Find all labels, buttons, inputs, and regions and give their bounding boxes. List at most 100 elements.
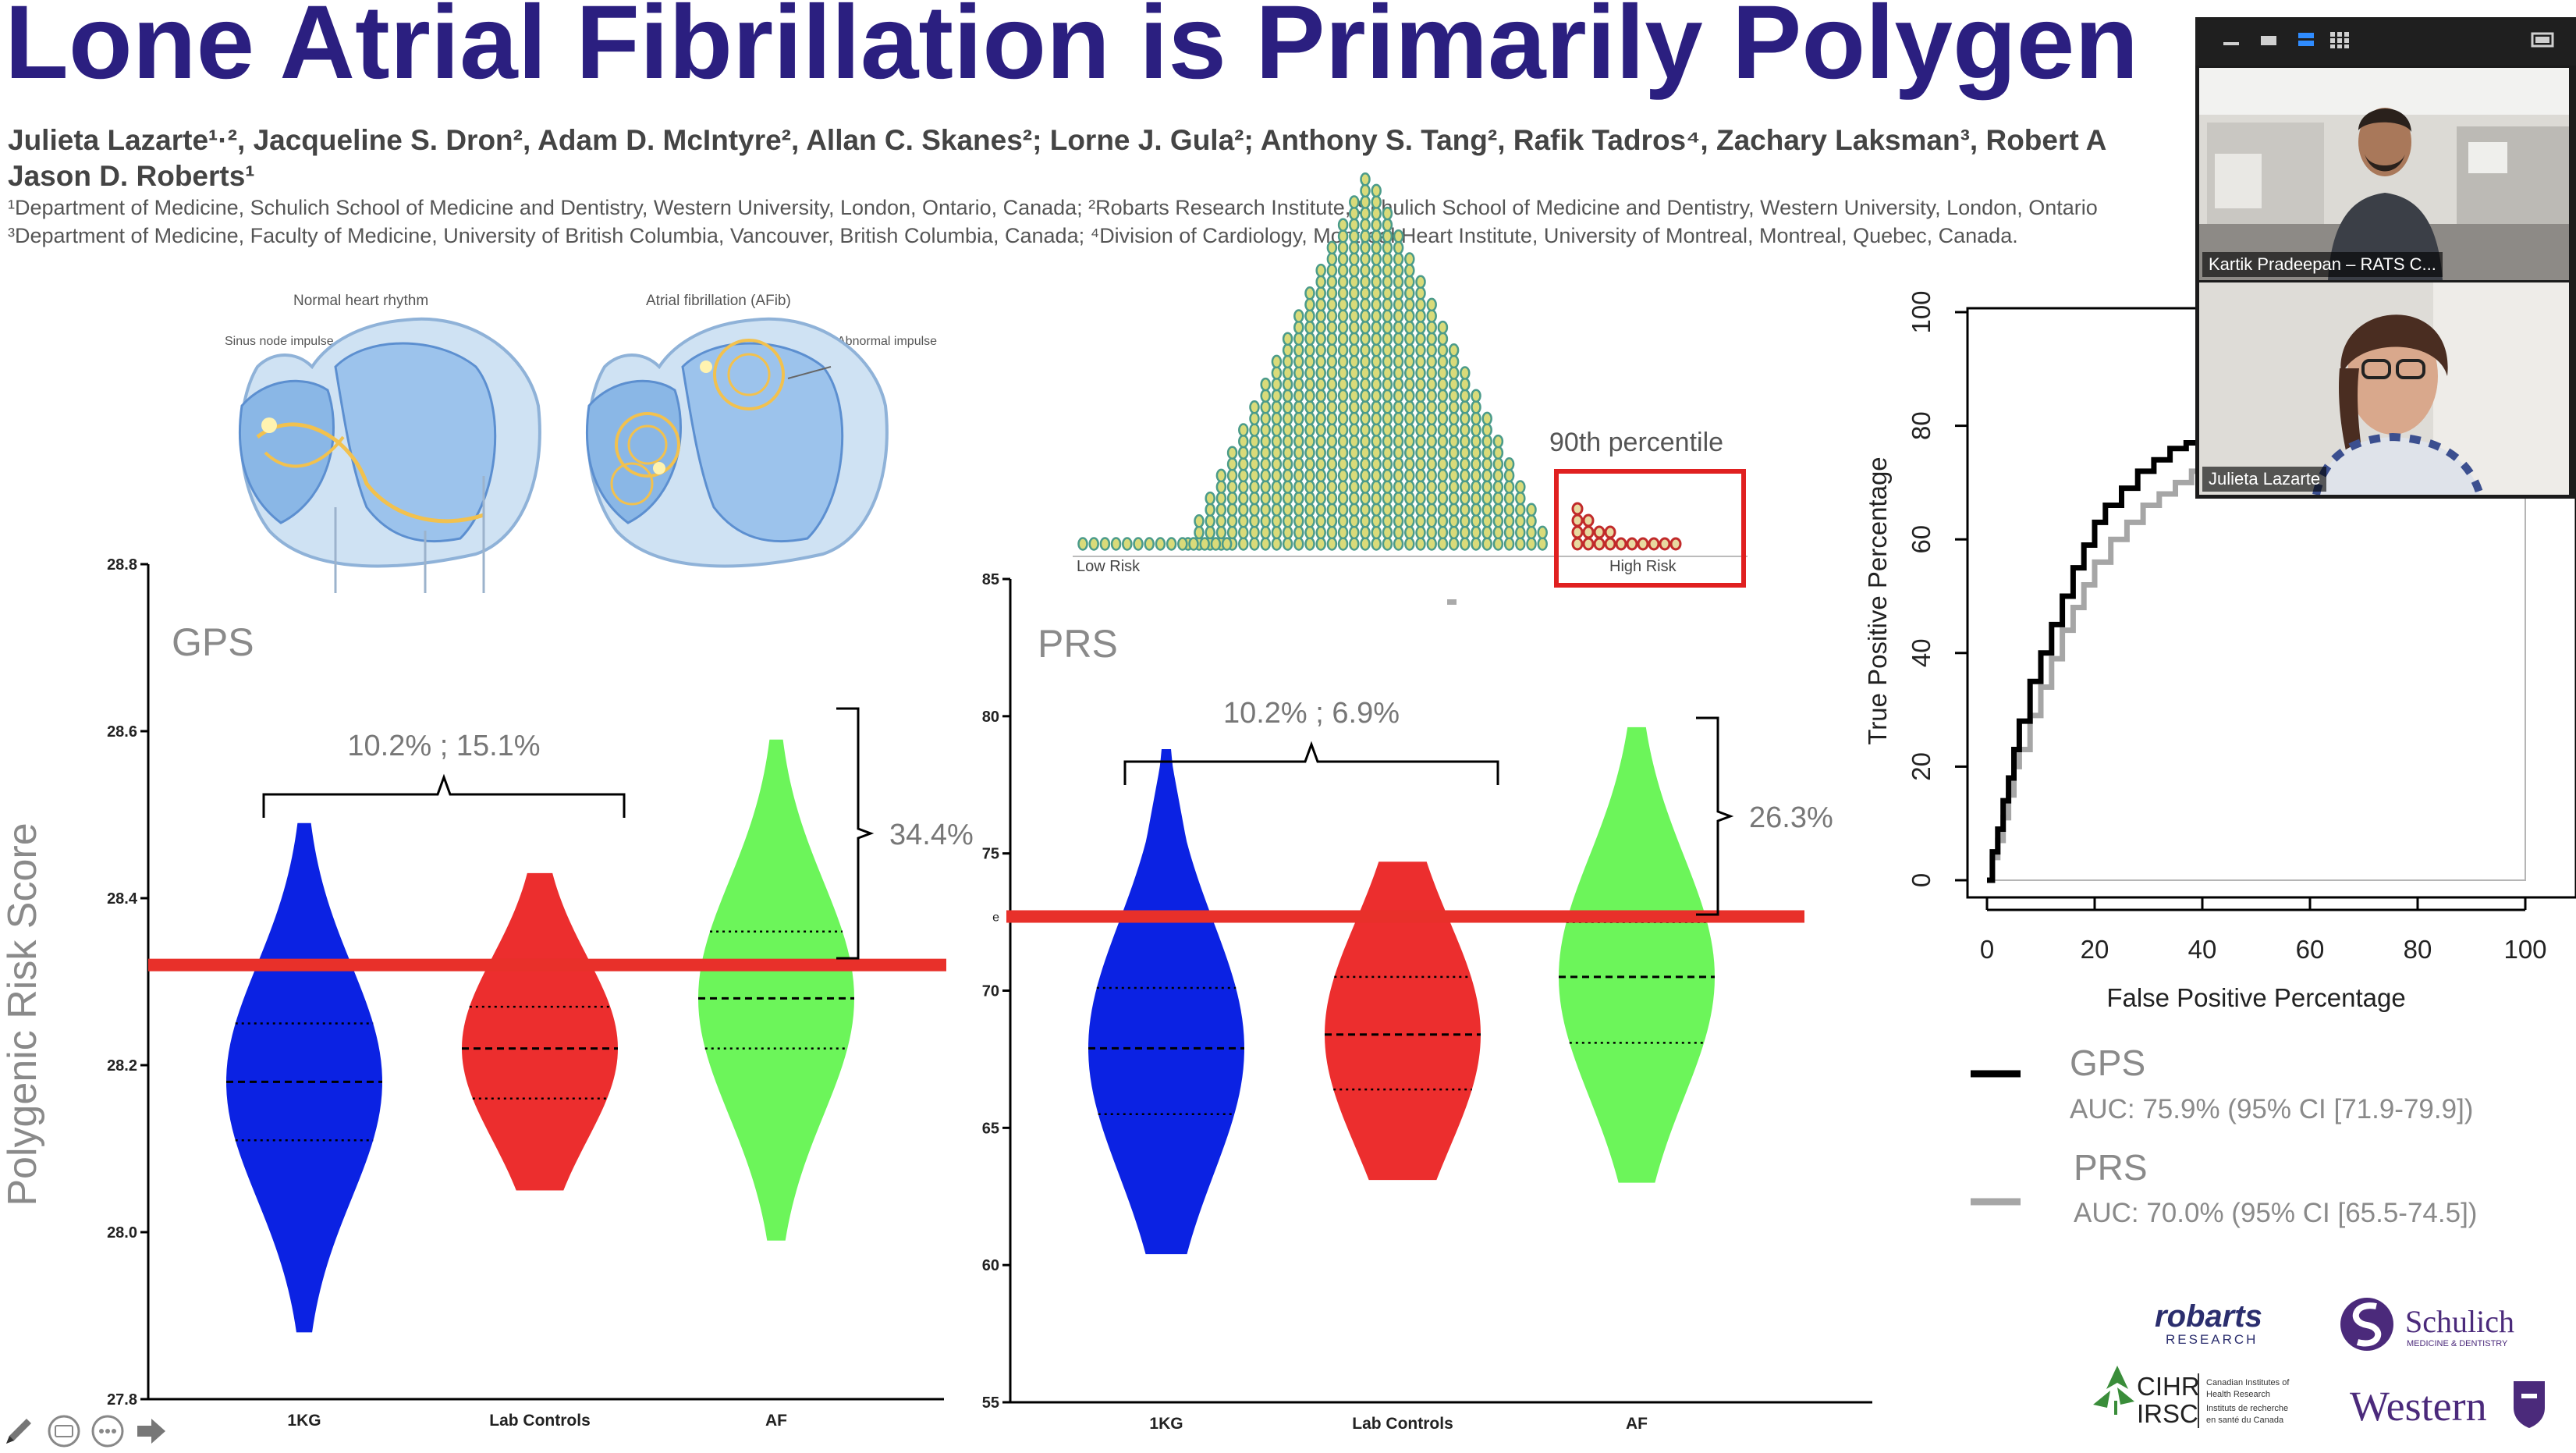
af-percent-label: 26.3%: [1749, 801, 1833, 834]
afib-heart-drawing: [586, 317, 889, 568]
low-risk-label: Low Risk: [1077, 558, 1141, 575]
x-tick-label: 60: [2296, 935, 2325, 964]
schulich-text: Schulich: [2405, 1304, 2514, 1339]
af-percent-label: 34.4%: [889, 819, 974, 851]
more-icon[interactable]: [89, 1412, 126, 1450]
participant-name-julieta: Julieta Lazarte: [2202, 467, 2327, 492]
participant-tile-kartik[interactable]: Kartik Pradeepan – RATS C...: [2199, 68, 2569, 280]
logo-cihr: CIHR IRSC Canadian Institutes of Health …: [2093, 1366, 2290, 1428]
slide-affiliation1: ¹Department of Medicine, Schulich School…: [8, 196, 2098, 219]
y-tick-label: 28.4: [107, 890, 138, 908]
fullscreen-icon[interactable]: [2531, 31, 2554, 48]
y-tick-label: 80: [1907, 411, 1936, 440]
y-tick-label: 65: [982, 1120, 999, 1137]
y-tick-label: 100: [1907, 290, 1936, 333]
gallery-controls: [2195, 17, 2576, 66]
y-tick-label: 60: [1907, 525, 1936, 554]
y-tick-label: 70: [982, 983, 999, 1000]
heart-label-normal: Normal heart rhythm: [293, 293, 428, 309]
x-tick-label: AF: [765, 1412, 787, 1430]
gallery-view-icon[interactable]: [2329, 31, 2350, 48]
y-tick-label: 80: [982, 709, 999, 726]
y-tick-label: 55: [982, 1394, 999, 1412]
speaker-view-icon[interactable]: [2297, 31, 2315, 48]
y-tick-label: 60: [982, 1257, 999, 1274]
western-text: Western: [2350, 1383, 2487, 1430]
single-view-icon[interactable]: [2259, 31, 2278, 48]
x-tick-label: Lab Controls: [1352, 1415, 1453, 1433]
prs-violin-chart: 55 60 65 70 75 80 85 PRS 1KG Lab Controls AF e 10.2%…: [982, 571, 1872, 1433]
violin-lab-controls: [1325, 861, 1481, 1181]
legend-gps-auc: AUC: 75.9% (95% CI [71.9-79.9]): [2070, 1094, 2473, 1124]
chart-title: GPS: [172, 620, 254, 664]
participant-tile-julieta[interactable]: Julieta Lazarte: [2199, 282, 2569, 495]
normal-heart-drawing: [239, 317, 541, 593]
x-tick-label: 80: [2404, 935, 2432, 964]
heart-label-afib: Atrial fibrillation (AFib): [646, 293, 791, 309]
y-tick-label: 40: [1907, 638, 1936, 667]
cihr-small4: en santé du Canada: [2206, 1416, 2284, 1425]
violin-1kg: [1088, 749, 1244, 1255]
y-tick-label: 28.6: [107, 723, 137, 741]
heart-label-sinus: Sinus node impulse: [225, 335, 334, 348]
robarts-text: robarts: [2155, 1299, 2262, 1334]
legend-prs-name: PRS: [2074, 1147, 2148, 1188]
risk-distribution-figure: Low Risk High Risk 90th percentile: [1073, 172, 1747, 605]
x-tick-label: Lab Controls: [489, 1412, 591, 1430]
next-arrow-icon[interactable]: [133, 1412, 170, 1450]
minimize-icon[interactable]: [2222, 31, 2241, 48]
heart-label-abnormal: Abnormal impulse: [837, 335, 937, 348]
slide-authors-line1: Julieta Lazarte¹·², Jacqueline S. Dron²,…: [8, 124, 2106, 156]
slide-affiliation2: ³Department of Medicine, Faculty of Medi…: [8, 224, 2018, 247]
annotation-toolbar: [0, 1412, 187, 1451]
cihr-small3: Instituts de recherche: [2206, 1404, 2288, 1413]
threshold-tick-label: e: [992, 911, 999, 925]
high-risk-box: [1554, 469, 1746, 588]
y-tick-label: 20: [1907, 752, 1936, 781]
y-tick-label: 85: [982, 571, 999, 588]
pen-icon[interactable]: [0, 1412, 37, 1450]
schulich-sub: MEDICINE & DENTISTRY: [2407, 1339, 2508, 1348]
x-tick-label: 40: [2188, 935, 2217, 964]
logo-western: Western: [2350, 1381, 2545, 1430]
heart-illustration: Normal heart rhythm Atrial fibrillation …: [225, 293, 937, 593]
x-tick-label: 1KG: [287, 1412, 321, 1430]
irsc-text: IRSC: [2137, 1399, 2198, 1428]
legend-prs-auc: AUC: 70.0% (95% CI [65.5-74.5]): [2074, 1198, 2477, 1228]
participant-video-julieta: [2199, 282, 2569, 495]
video-gallery: Kartik Pradeepan – RATS C... Julieta Laz…: [2195, 17, 2576, 499]
roc-series-gps: [1987, 437, 2205, 883]
violin-1kg: [226, 822, 382, 1333]
x-tick-label: AF: [1626, 1415, 1648, 1433]
slide-title: Lone Atrial Fibrillation is Primarily Po…: [5, 0, 2138, 101]
slide-authors-line2: Jason D. Roberts¹: [8, 160, 255, 192]
caption-icon[interactable]: [45, 1412, 83, 1450]
comparison-bracket: [1123, 741, 1499, 785]
y-tick-label: 28.0: [107, 1224, 137, 1242]
y-tick-label: 27.8: [107, 1391, 137, 1409]
roc-legend: GPS AUC: 75.9% (95% CI [71.9-79.9]) PRS …: [1971, 1043, 2477, 1228]
percentile-label: 90th percentile: [1549, 428, 1723, 457]
y-tick-label: 28.2: [107, 1057, 137, 1075]
logo-robarts: robarts RESEARCH: [2155, 1299, 2262, 1347]
x-tick-label: 1KG: [1149, 1415, 1183, 1433]
roc-series-chance: [1987, 312, 2526, 881]
y-axis-label: Polygenic Risk Score: [0, 822, 45, 1206]
logo-schulich: Schulich MEDICINE & DENTISTRY: [2340, 1298, 2514, 1351]
roc-series-prs: [1987, 465, 2205, 883]
y-tick-label: 0: [1907, 873, 1936, 887]
violin-lab-controls: [462, 872, 618, 1191]
violin-af: [698, 739, 854, 1241]
x-tick-label: 100: [2503, 935, 2546, 964]
high-risk-label: High Risk: [1609, 558, 1677, 575]
x-axis-label: False Positive Percentage: [2106, 983, 2405, 1012]
af-bracket: [1696, 716, 1734, 916]
roc-curve-chart: 0 20 40 60 80 100 0 20 40 60 80 100 False Positive P…: [1863, 290, 2576, 1012]
gps-violin-chart: 27.8 28.0 28.2 28.4 28.6 28.8 GPS Polygenic Ris…: [0, 556, 974, 1430]
x-tick-label: 0: [1980, 935, 1994, 964]
comparison-bracket: [262, 773, 626, 818]
participant-video-kartik: [2199, 68, 2569, 280]
x-tick-label: 20: [2081, 935, 2109, 964]
violin-af: [1559, 726, 1715, 1183]
